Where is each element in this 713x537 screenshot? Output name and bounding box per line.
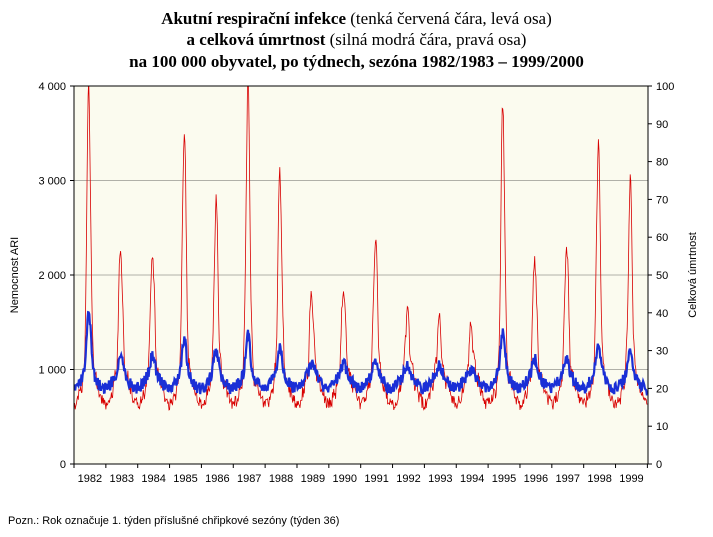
svg-text:1993: 1993 — [428, 473, 452, 485]
svg-text:1999: 1999 — [619, 473, 643, 485]
title-line1-rest: (tenká červená čára, levá osa) — [346, 9, 552, 28]
svg-text:90: 90 — [656, 119, 668, 131]
svg-text:1984: 1984 — [141, 473, 165, 485]
svg-text:1991: 1991 — [364, 473, 388, 485]
svg-text:1998: 1998 — [587, 473, 611, 485]
svg-text:100: 100 — [656, 81, 674, 93]
title-line1-bold: Akutní respirační infekce — [161, 9, 346, 28]
svg-text:0: 0 — [60, 459, 66, 471]
svg-text:1987: 1987 — [237, 473, 261, 485]
svg-text:30: 30 — [656, 346, 668, 358]
chart-title: Akutní respirační infekce (tenká červená… — [0, 8, 713, 72]
svg-text:1994: 1994 — [460, 473, 484, 485]
svg-text:Nemocnost ARI: Nemocnost ARI — [9, 237, 21, 313]
svg-text:1995: 1995 — [492, 473, 516, 485]
svg-text:80: 80 — [656, 157, 668, 169]
svg-text:50: 50 — [656, 270, 668, 282]
svg-text:1 000: 1 000 — [38, 365, 66, 377]
title-line2-rest: (silná modrá čára, pravá osa) — [325, 30, 526, 49]
svg-text:2 000: 2 000 — [38, 270, 66, 282]
svg-text:40: 40 — [656, 308, 668, 320]
svg-text:60: 60 — [656, 232, 668, 244]
chart-svg: 0 1 000 2 000 3 000 4 000 0 10 20 30 40 50 60 70 80 90… — [0, 80, 713, 505]
svg-text:1989: 1989 — [301, 473, 325, 485]
svg-text:10: 10 — [656, 421, 668, 433]
svg-text:1985: 1985 — [173, 473, 197, 485]
svg-text:1988: 1988 — [269, 473, 293, 485]
title-line2-bold: a celková úmrtnost — [187, 30, 326, 49]
svg-text:70: 70 — [656, 194, 668, 206]
svg-text:Celková úmrtnost: Celková úmrtnost — [687, 232, 699, 318]
svg-text:1990: 1990 — [333, 473, 357, 485]
title-line3: na 100 000 obyvatel, po týdnech, sezóna … — [129, 52, 584, 71]
svg-text:1992: 1992 — [396, 473, 420, 485]
svg-text:0: 0 — [656, 459, 662, 471]
chart-area: 0 1 000 2 000 3 000 4 000 0 10 20 30 40 50 60 70 80 90… — [0, 80, 713, 505]
svg-text:1996: 1996 — [524, 473, 548, 485]
svg-text:4 000: 4 000 — [38, 81, 66, 93]
svg-text:1982: 1982 — [78, 473, 102, 485]
svg-text:3 000: 3 000 — [38, 176, 66, 188]
svg-text:1997: 1997 — [556, 473, 580, 485]
svg-text:1983: 1983 — [110, 473, 134, 485]
svg-text:20: 20 — [656, 383, 668, 395]
svg-text:1986: 1986 — [205, 473, 229, 485]
footnote: Pozn.: Rok označuje 1. týden příslušné c… — [8, 515, 708, 527]
